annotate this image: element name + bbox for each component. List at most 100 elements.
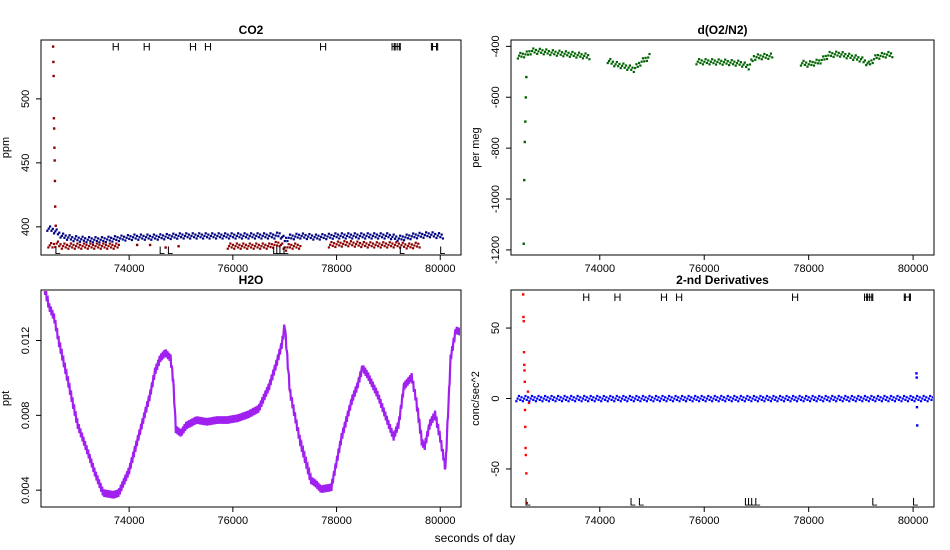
data-point bbox=[369, 241, 372, 244]
data-point bbox=[229, 234, 232, 238]
data-point bbox=[802, 59, 805, 62]
data-point bbox=[383, 237, 386, 240]
data-point bbox=[71, 246, 74, 249]
data-point bbox=[122, 235, 126, 238]
data-point bbox=[154, 237, 157, 240]
data-point bbox=[696, 60, 699, 63]
data-point bbox=[525, 472, 528, 475]
x-tick-label: 80000 bbox=[898, 263, 929, 275]
data-point bbox=[763, 400, 766, 403]
data-point bbox=[891, 56, 894, 59]
data-point bbox=[807, 63, 810, 66]
data-point bbox=[845, 57, 848, 60]
data-point bbox=[572, 54, 575, 58]
data-point bbox=[624, 64, 628, 67]
high-marker: H bbox=[865, 292, 873, 304]
data-point bbox=[674, 394, 677, 398]
data-point bbox=[113, 245, 117, 248]
data-point bbox=[913, 400, 916, 403]
data-point bbox=[588, 397, 591, 400]
data-point bbox=[771, 56, 774, 59]
data-point bbox=[587, 400, 590, 403]
data-point bbox=[90, 246, 93, 249]
data-point bbox=[573, 52, 577, 55]
data-point bbox=[884, 398, 887, 402]
data-point bbox=[48, 244, 51, 247]
data-point bbox=[910, 398, 914, 402]
series-co2-reference bbox=[46, 225, 445, 244]
data-point bbox=[728, 64, 731, 67]
high-marker: H bbox=[189, 41, 197, 53]
x-tick-label: 78000 bbox=[793, 263, 824, 275]
data-point bbox=[312, 238, 315, 241]
data-point bbox=[387, 236, 390, 239]
data-point bbox=[545, 398, 548, 402]
data-point bbox=[365, 242, 368, 245]
data-point bbox=[631, 396, 634, 399]
data-point bbox=[281, 242, 284, 245]
data-point bbox=[855, 58, 859, 61]
data-point bbox=[799, 64, 803, 67]
data-point bbox=[358, 234, 362, 238]
data-point bbox=[165, 232, 168, 236]
chart-deriv: 2-nd Derivatives conc/sec^2 74000 76000 7800… bbox=[470, 273, 935, 527]
data-point bbox=[752, 55, 756, 58]
data-point bbox=[167, 236, 170, 239]
data-point bbox=[283, 239, 286, 243]
data-point bbox=[538, 398, 541, 402]
data-point bbox=[751, 397, 754, 400]
data-point bbox=[742, 63, 745, 66]
data-point bbox=[820, 58, 823, 62]
data-point bbox=[861, 400, 864, 403]
data-point bbox=[348, 236, 351, 239]
data-point bbox=[709, 396, 712, 399]
data-point bbox=[884, 56, 887, 59]
x-axis-label: seconds of day bbox=[435, 531, 516, 545]
data-point bbox=[430, 233, 433, 236]
data-point bbox=[262, 232, 266, 235]
data-point bbox=[630, 398, 633, 402]
data-point bbox=[669, 398, 672, 402]
plot-frame bbox=[40, 39, 462, 256]
low-marker: L bbox=[871, 496, 877, 508]
data-point bbox=[374, 236, 377, 239]
data-point bbox=[850, 54, 853, 57]
high-marker: H bbox=[614, 292, 622, 304]
high-marker: H bbox=[903, 292, 911, 304]
data-point bbox=[239, 247, 242, 250]
data-point bbox=[801, 62, 804, 65]
data-point bbox=[383, 245, 386, 248]
y-tick-label: -1200 bbox=[490, 236, 502, 264]
data-point bbox=[54, 245, 57, 249]
data-point bbox=[520, 55, 523, 58]
data-point bbox=[635, 63, 638, 66]
data-point bbox=[814, 396, 817, 399]
data-point bbox=[208, 237, 211, 240]
high-marker: H bbox=[430, 41, 438, 53]
data-layer bbox=[43, 291, 460, 499]
data-point bbox=[288, 246, 292, 249]
data-point bbox=[87, 245, 91, 248]
data-point bbox=[705, 61, 709, 65]
data-point bbox=[97, 246, 100, 249]
data-point bbox=[794, 396, 797, 399]
data-point bbox=[803, 63, 806, 67]
data-point bbox=[858, 398, 861, 402]
data-point bbox=[524, 53, 527, 56]
data-point bbox=[287, 236, 290, 239]
data-point bbox=[277, 235, 280, 238]
data-point bbox=[741, 398, 744, 402]
data-point bbox=[253, 237, 257, 240]
high-marker: H bbox=[866, 292, 874, 304]
data-point bbox=[665, 400, 668, 403]
data-point bbox=[640, 60, 643, 63]
data-point bbox=[147, 237, 150, 240]
data-point bbox=[667, 394, 671, 398]
data-point bbox=[772, 394, 775, 398]
data-point bbox=[771, 397, 774, 400]
x-tick-label: 76000 bbox=[218, 263, 249, 275]
data-point bbox=[761, 396, 765, 399]
data-point bbox=[882, 55, 885, 58]
data-point bbox=[872, 58, 876, 61]
